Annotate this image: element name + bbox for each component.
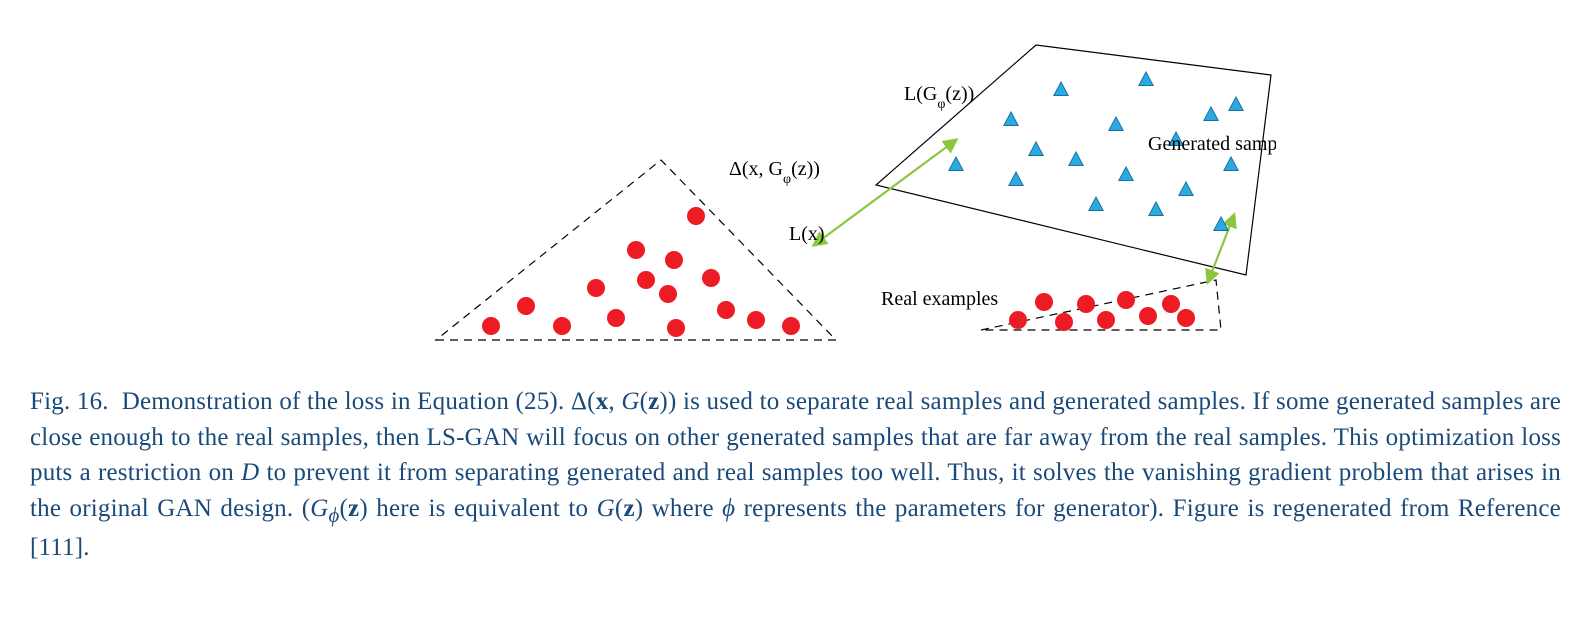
real-sample-dot [1077,295,1095,313]
diagram-labels: L(Gφ(z)) Δ(x, Gφ(z)) L(x) Real examples Gene… [729,83,1276,310]
generated-sample-triangle [1138,72,1152,86]
math-G-2: G [597,495,615,522]
label-generated-samples: Generated samples [1148,133,1276,155]
caption-text-f: where [643,495,722,522]
math-z-bold-2: z [348,495,359,522]
real-sample-dot [587,279,605,297]
math-Gphi-pre: G [310,495,328,522]
real-sample-dot [1097,311,1115,329]
generated-sample-triangle [1228,97,1242,111]
caption-text-b: ). Δ( [549,388,595,415]
real-sample-dot [1117,291,1135,309]
math-D: D [241,459,259,486]
label-L-Gphi-z: L(Gφ(z)) [904,83,974,112]
real-samples-left [482,207,800,337]
caption-text-e: here is equivalent to [368,495,597,522]
real-sample-dot [667,319,685,337]
distance-arrows [814,140,1234,282]
generated-sample-triangle [1213,217,1227,231]
caption-fig-label: Fig. 16. [30,388,109,415]
distance-arrow [814,140,956,245]
real-sample-dot [1055,313,1073,331]
real-sample-dot [1177,309,1195,327]
diagram-svg: L(Gφ(z)) Δ(x, Gφ(z)) L(x) Real examples Gene… [316,10,1276,370]
math-phi-sub: ϕ [329,503,340,527]
caption-text-a: Demonstration of the loss in Equation ( [122,388,524,415]
real-sample-dot [553,317,571,335]
real-sample-dot [687,207,705,225]
generated-sample-triangle [1003,112,1017,126]
figure-container: L(Gφ(z)) Δ(x, Gφ(z)) L(x) Real examples Gene… [30,10,1561,370]
math-phi: ϕ [722,495,735,522]
real-sample-dot [717,301,735,319]
real-sample-dot [1139,307,1157,325]
label-L-x: L(x) [789,223,825,245]
generated-sample-triangle [1028,142,1042,156]
math-x-bold: x [596,388,609,415]
equation-ref[interactable]: 25 [524,388,549,415]
real-samples-right [1009,291,1195,331]
real-sample-dot [659,285,677,303]
generated-sample-triangle [1068,152,1082,166]
real-sample-dot [702,269,720,287]
real-sample-dot [782,317,800,335]
real-sample-dot [747,311,765,329]
real-sample-dot [665,251,683,269]
generated-sample-triangle [1203,107,1217,121]
figure-caption: Fig. 16. Demonstration of the loss in Eq… [30,384,1561,566]
real-sample-dot [517,297,535,315]
generated-sample-triangle [1108,117,1122,131]
real-sample-dot [482,317,500,335]
page: L(Gφ(z)) Δ(x, Gφ(z)) L(x) Real examples Gene… [0,0,1591,611]
math-z-bold: z [648,388,659,415]
real-sample-dot [637,271,655,289]
real-sample-dot [627,241,645,259]
generated-sample-triangle [948,157,962,171]
reference-link[interactable]: 111 [39,534,75,561]
real-sample-dot [1162,295,1180,313]
generated-sample-triangle [1223,157,1237,171]
real-sample-dot [607,309,625,327]
math-z-bold-3: z [623,495,634,522]
math-G: G [621,388,639,415]
real-sample-dot [1009,311,1027,329]
generated-sample-triangle [1088,197,1102,211]
generated-sample-triangle [1178,182,1192,196]
label-delta: Δ(x, Gφ(z)) [729,158,820,187]
generated-sample-triangle [1118,167,1132,181]
generated-sample-triangle [1053,82,1067,96]
generated-sample-triangle [1008,172,1022,186]
label-real-examples: Real examples [881,288,998,310]
generated-sample-triangle [1148,202,1162,216]
real-sample-dot [1035,293,1053,311]
